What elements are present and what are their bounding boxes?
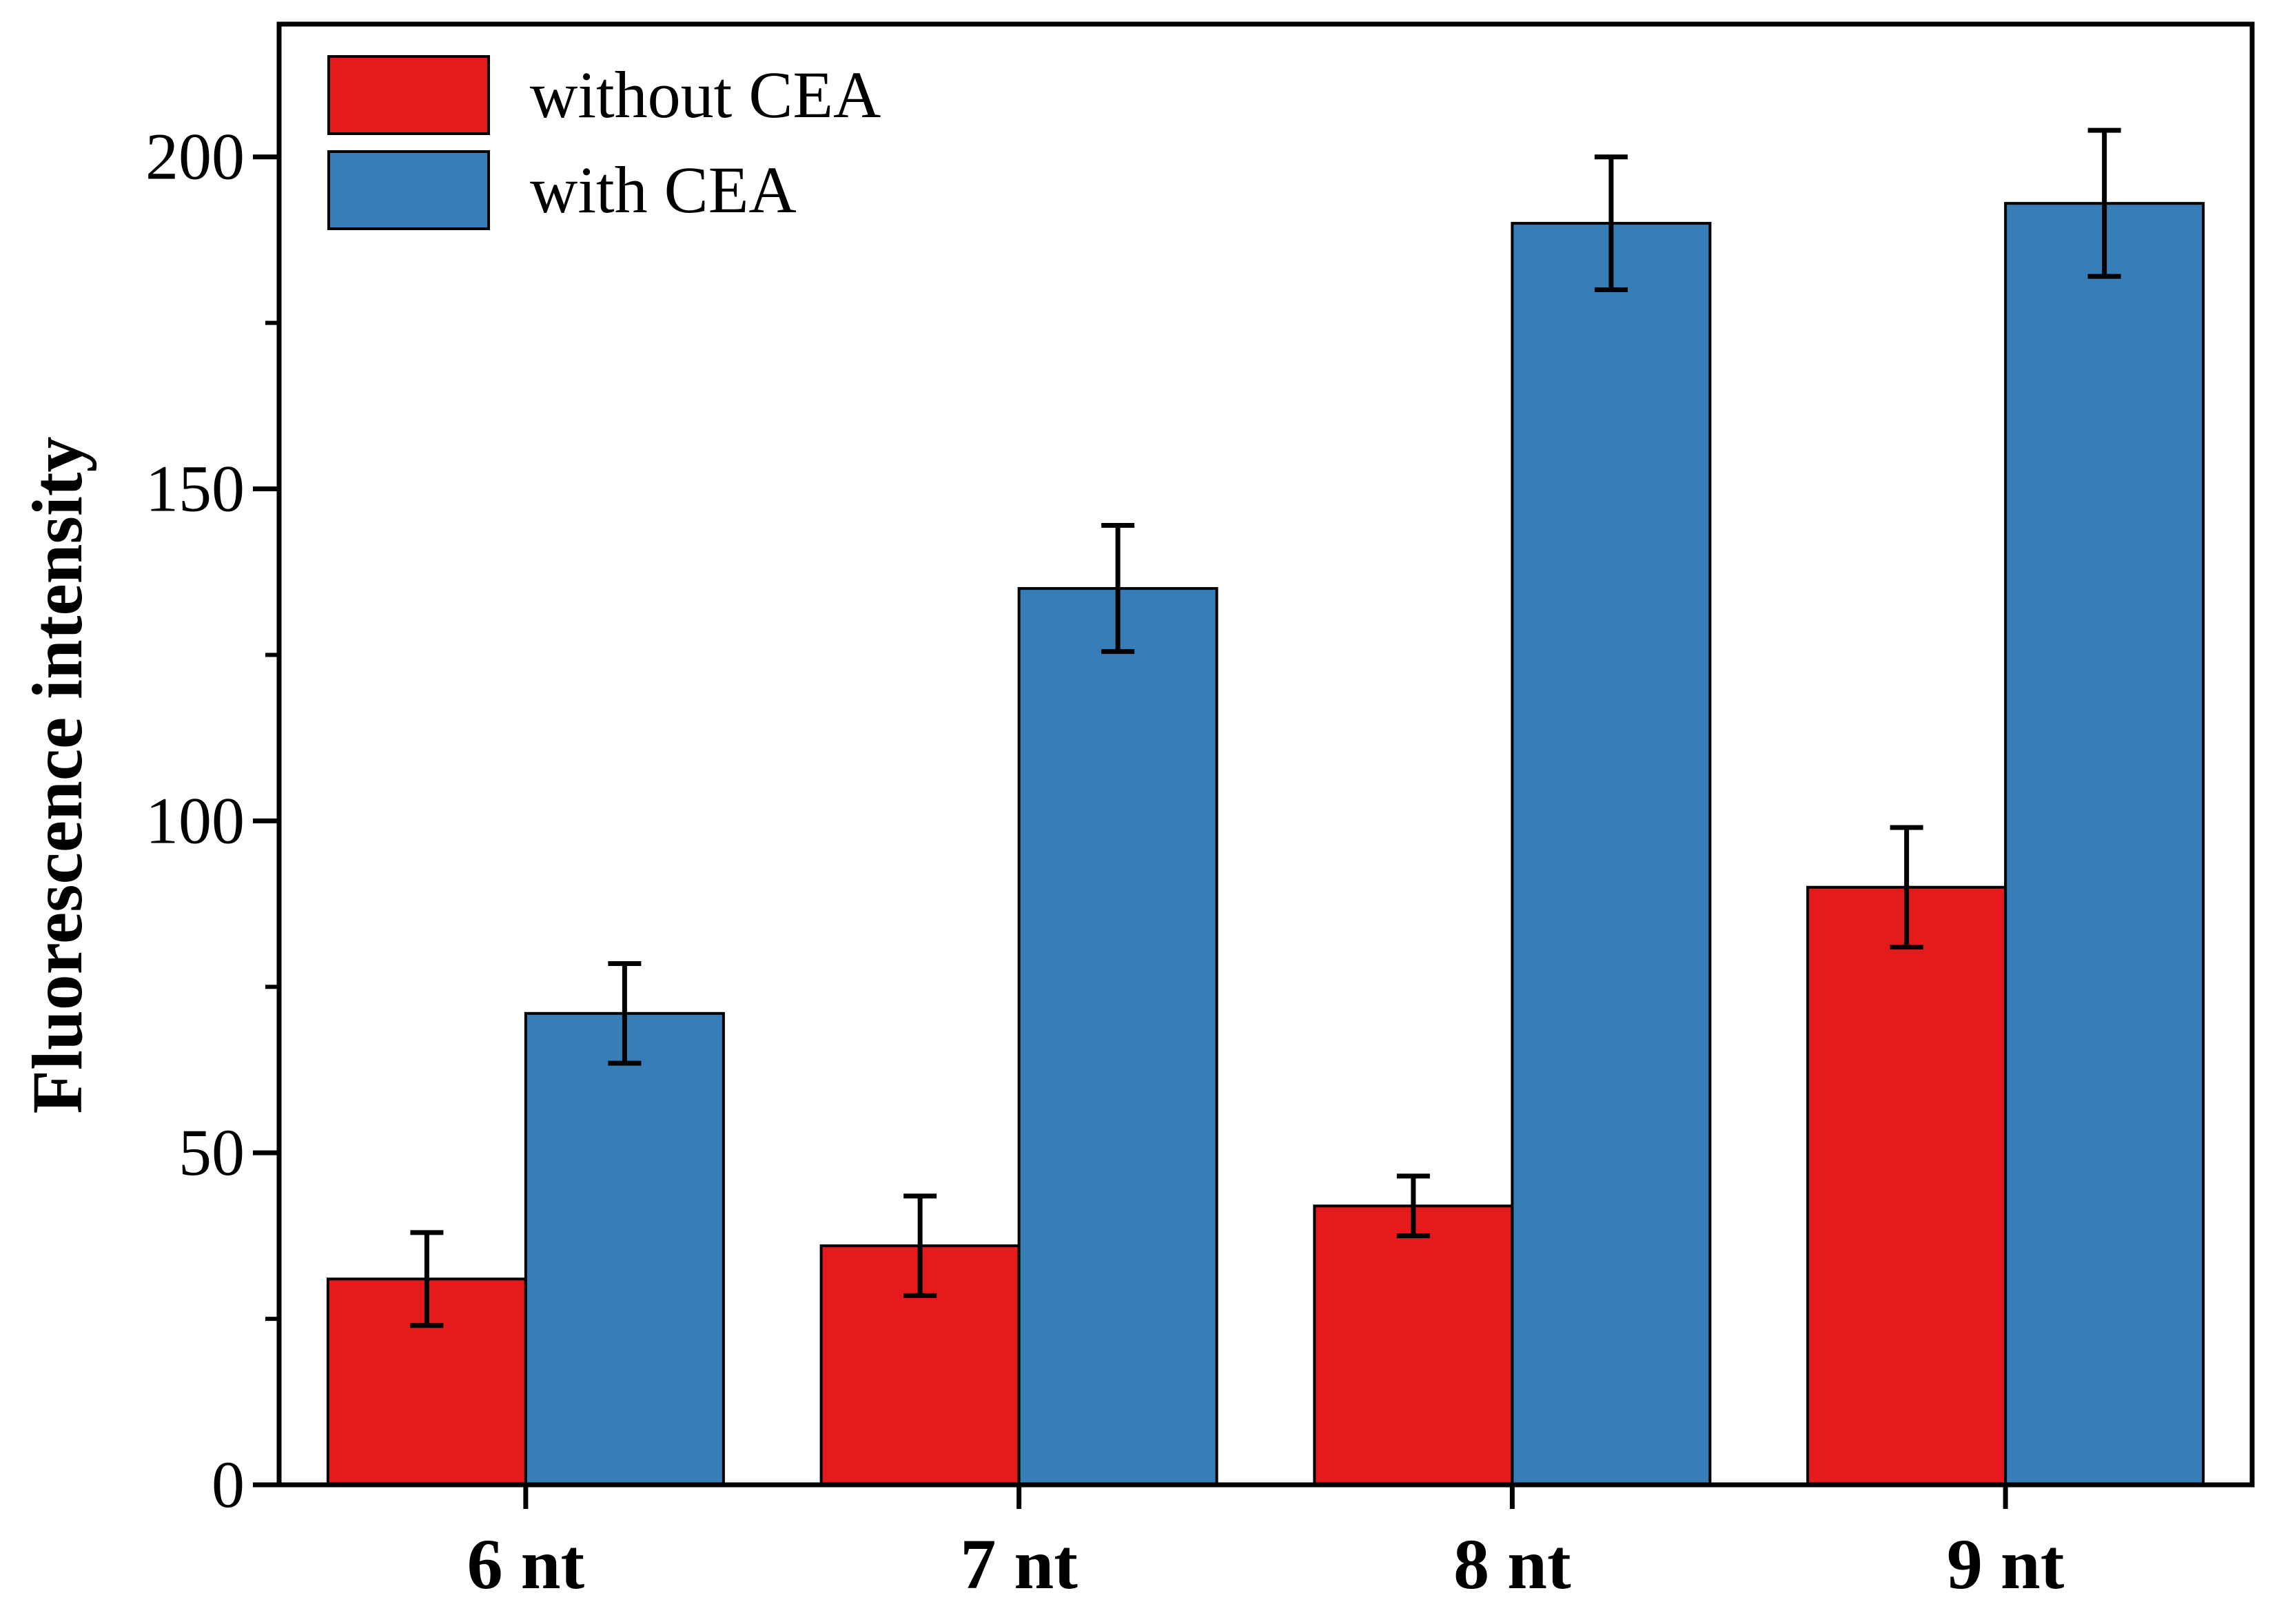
x-tick-label: 8 nt <box>1453 1525 1571 1604</box>
legend: without CEA with CEA <box>327 55 881 230</box>
y-axis: 0 50 100 150 200 <box>145 120 279 1521</box>
bar-with-cea-7nt <box>1017 587 1218 1486</box>
y-tick-label: 100 <box>145 783 245 857</box>
legend-label: without CEA <box>530 58 881 132</box>
bar-without-cea-8nt <box>1313 1204 1514 1486</box>
legend-swatch-without-cea <box>327 55 490 135</box>
bar-with-cea-9nt <box>2004 202 2205 1487</box>
plot-frame <box>276 21 2255 1488</box>
bar-without-cea-9nt <box>1806 885 2007 1486</box>
y-tick-label: 0 <box>212 1448 245 1521</box>
y-tick-label: 150 <box>145 452 245 526</box>
x-tick-label: 6 nt <box>467 1525 585 1604</box>
bar-with-cea-8nt <box>1511 222 1712 1486</box>
bars-layer <box>326 202 2205 1487</box>
plot-area: 0 50 100 150 200 6 nt 7 nt 8 nt 9 nt <box>145 21 2255 1604</box>
error-bars-layer <box>410 127 2121 1328</box>
legend-swatch-with-cea <box>327 150 490 230</box>
y-axis-title: Fluorescence intensity <box>18 436 97 1113</box>
x-axis: 6 nt 7 nt 8 nt 9 nt <box>467 1485 2065 1604</box>
bar-with-cea-6nt <box>524 1011 725 1487</box>
legend-label: with CEA <box>530 153 797 227</box>
y-tick-label: 50 <box>178 1116 245 1189</box>
y-tick-label: 200 <box>145 120 245 194</box>
x-tick-label: 9 nt <box>1947 1525 2065 1604</box>
x-tick-label: 7 nt <box>960 1525 1078 1604</box>
